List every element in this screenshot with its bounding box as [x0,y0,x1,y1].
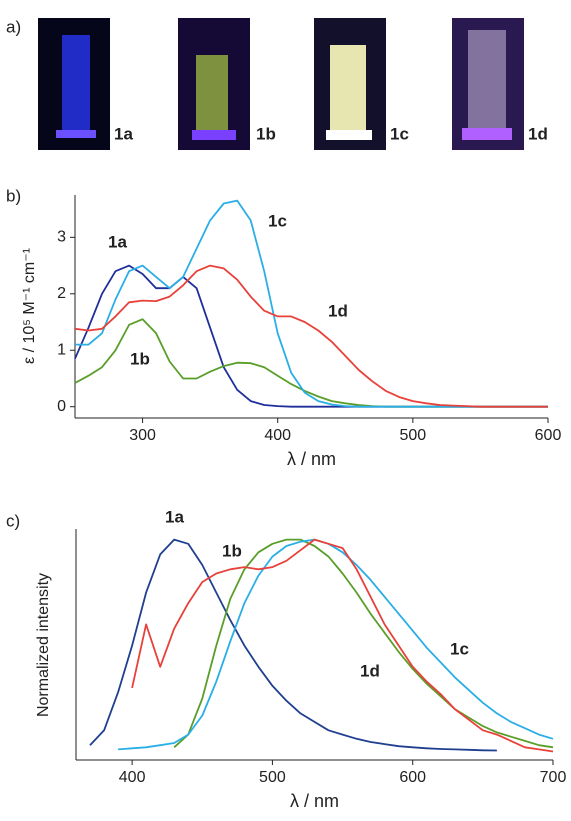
x-tick-label: 400 [119,769,146,786]
series-label: 1b [130,349,150,368]
x-tick-label: 300 [129,427,156,444]
series-label: 1a [108,232,127,251]
y-tick-label: 2 [57,285,66,302]
series-line [74,264,548,408]
series-label: 1c [450,639,469,658]
y-axis-label: Normalized intensity [35,573,52,717]
series-label: 1d [360,661,380,680]
x-tick-label: 700 [540,769,567,786]
y-tick-label: 0 [57,398,66,415]
panel-label: b) [6,186,21,205]
x-tick-label: 600 [399,769,426,786]
series-line [89,538,497,752]
series-line [173,538,554,749]
y-tick-label: 3 [57,229,66,246]
photo-1b [178,18,250,150]
sample-label: 1d [528,124,548,143]
x-tick-label: 400 [264,427,291,444]
sample-label: 1b [256,124,276,143]
series-label: 1d [328,301,348,320]
series-label: 1b [222,541,242,560]
x-tick-label: 500 [400,427,427,444]
y-axis-label: ε / 10⁵ M⁻¹ cm⁻¹ [21,248,38,364]
y-tick-label: 1 [57,341,66,358]
panel-label: c) [6,511,20,530]
sample-label: 1a [114,124,133,143]
series-label: 1c [268,211,287,230]
photo-1d [452,18,524,150]
series-line [131,538,554,753]
series-line [75,199,548,408]
panel-label: a) [6,17,21,36]
x-axis-label: λ / nm [290,791,339,811]
series-label: 1a [165,507,184,526]
sample-label: 1c [390,124,409,143]
x-axis-label: λ / nm [287,449,336,469]
x-tick-label: 600 [535,427,562,444]
photo-1a [38,18,110,150]
x-tick-label: 500 [259,769,286,786]
photo-1c [314,18,386,150]
series-line [74,264,548,408]
series-line [118,538,554,751]
